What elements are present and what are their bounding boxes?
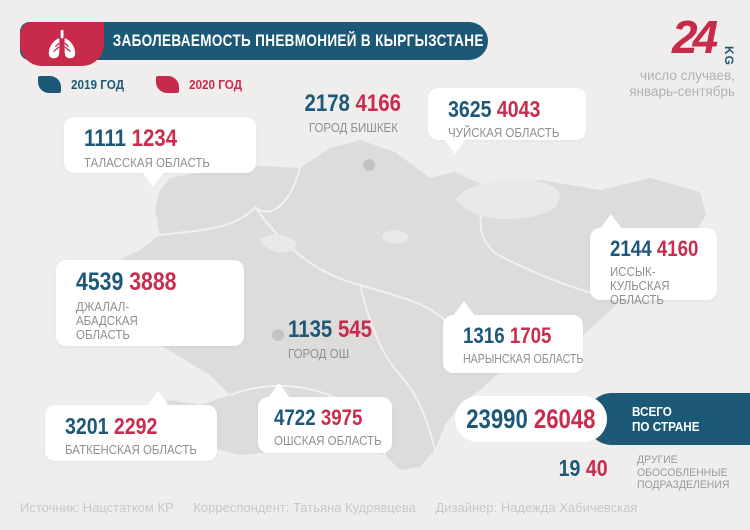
value-2019: 3201 bbox=[65, 413, 109, 439]
other-value-2020: 40 bbox=[586, 455, 608, 481]
total-value-2020: 26048 bbox=[534, 403, 596, 434]
bishkek-city-dot bbox=[363, 159, 375, 171]
value-2020: 4166 bbox=[355, 90, 402, 117]
pointer bbox=[600, 214, 622, 229]
region-name: ТАЛАССКАЯ ОБЛАСТЬ bbox=[84, 156, 210, 170]
region-name: ДЖАЛАЛ-АБАДСКАЯ ОБЛАСТЬ bbox=[76, 300, 138, 342]
total-label-line1: ВСЕГО bbox=[632, 404, 672, 419]
value-2020: 4043 bbox=[496, 96, 541, 122]
value-2020: 1234 bbox=[131, 125, 178, 152]
pointer bbox=[444, 139, 466, 154]
value-2019: 4539 bbox=[76, 268, 124, 296]
page-title: ЗАБОЛЕВАЕМОСТЬ ПНЕВМОНИЕЙ В КЫРГЫЗСТАНЕ bbox=[112, 31, 484, 50]
issyk-kul-lake bbox=[456, 179, 560, 220]
value-2020: 2292 bbox=[113, 413, 158, 439]
value-2019: 2144 bbox=[610, 236, 652, 261]
other-values: 19 40 bbox=[520, 457, 608, 480]
lakes bbox=[260, 179, 560, 253]
lungs-icon bbox=[48, 29, 76, 59]
legend-swatch-2020 bbox=[155, 76, 179, 93]
subtitle-line1: число случаев, bbox=[640, 68, 735, 83]
toktogul-lake bbox=[260, 234, 297, 253]
region-group-bishkek: 2178 4166 ГОРОД БИШКЕК bbox=[280, 92, 426, 137]
region-card-chui: 3625 4043 ЧУЙСКАЯ ОБЛАСТЬ bbox=[428, 88, 586, 154]
legend-swatch-2019 bbox=[38, 76, 61, 93]
region-name: ГОРОД БИШКЕК bbox=[308, 121, 398, 135]
other-label: ДРУГИЕ ОБОСОБЛЕННЫЕ ПОДРАЗДЕЛЕНИЯ bbox=[637, 454, 734, 492]
other-label-line3: ПОДРАЗДЕЛЕНИЯ bbox=[637, 479, 730, 491]
legend-label-2019: 2019 ГОД bbox=[71, 77, 125, 92]
pointer bbox=[268, 383, 290, 398]
value-2020: 545 bbox=[337, 316, 372, 343]
value-2020: 4160 bbox=[656, 236, 699, 261]
value-2019: 2178 bbox=[304, 90, 351, 117]
region-card-talas: 1111 1234 ТАЛАССКАЯ ОБЛАСТЬ bbox=[64, 117, 256, 187]
region-card-jalal-abad: 4539 3888 ДЖАЛАЛ-АБАДСКАЯ ОБЛАСТЬ bbox=[56, 260, 244, 346]
logo-24-text: 24 bbox=[672, 11, 718, 63]
region-name: НАРЫНСКАЯ ОБЛАСТЬ bbox=[463, 352, 584, 366]
country-silhouette bbox=[65, 140, 706, 470]
value-2019: 1111 bbox=[84, 125, 127, 152]
subtitle: число случаев, январь-сентябрь bbox=[629, 68, 735, 100]
value-2020: 3975 bbox=[320, 405, 363, 430]
value-2019: 1316 bbox=[463, 323, 505, 348]
subtitle-line2: январь-сентябрь bbox=[629, 84, 735, 99]
total-label-line2: ПО СТРАНЕ bbox=[632, 419, 700, 434]
region-card-naryn: 1316 1705 НАРЫНСКАЯ ОБЛАСТЬ bbox=[443, 301, 584, 373]
other-label-line1: ДРУГИЕ bbox=[637, 454, 678, 466]
region-name: ОШСКАЯ ОБЛАСТЬ bbox=[274, 434, 382, 448]
total-label-block: ВСЕГО ПО СТРАНЕ bbox=[586, 393, 750, 445]
region-name: БАТКЕНСКАЯ ОБЛАСТЬ bbox=[65, 443, 197, 457]
region-name: ЧУЙСКАЯ ОБЛАСТЬ bbox=[448, 126, 560, 140]
pointer bbox=[142, 172, 164, 187]
total-values-pill: 23990 26048 bbox=[455, 396, 607, 442]
legend-item-2020: 2020 ГОД bbox=[155, 76, 248, 93]
total-value-2019: 23990 bbox=[466, 403, 528, 434]
region-card-osh-region: 4722 3975 ОШСКАЯ ОБЛАСТЬ bbox=[258, 383, 392, 453]
value-2019: 4722 bbox=[274, 405, 316, 430]
kyrgyzstan-map bbox=[65, 140, 706, 470]
pointer bbox=[147, 391, 169, 406]
credits: Источник: Нацстатком КР Корреспондент: Т… bbox=[20, 500, 653, 515]
region-card-issyk-kul: 2144 4160 ИССЫК-КУЛЬСКАЯ ОБЛАСТЬ bbox=[590, 214, 717, 307]
credit-designer: Дизайнер: Надежда Хабичевская bbox=[435, 500, 638, 515]
legend: 2019 ГОД 2020 ГОД bbox=[38, 76, 248, 93]
other-label-line2: ОБОСОБЛЕННЫЕ bbox=[637, 466, 728, 479]
value-2019: 3625 bbox=[448, 96, 492, 122]
value-2020: 3888 bbox=[129, 268, 177, 296]
region-group-osh-city: 1135 545 ГОРОД ОШ bbox=[288, 318, 387, 363]
credit-correspondent: Корреспондент: Татьяна Кудрявцева bbox=[193, 500, 416, 515]
region-name: ИССЫК-КУЛЬСКАЯ ОБЛАСТЬ bbox=[610, 265, 670, 307]
legend-label-2020: 2020 ГОД bbox=[188, 77, 242, 92]
song-kol-lake bbox=[382, 230, 408, 244]
region-card-batken: 3201 2292 БАТКЕНСКАЯ ОБЛАСТЬ bbox=[45, 391, 217, 461]
osh-city-dot bbox=[272, 329, 284, 341]
credit-source: Источник: Нацстатком КР bbox=[20, 500, 174, 515]
region-name: ГОРОД ОШ bbox=[288, 347, 350, 361]
pointer bbox=[453, 301, 475, 316]
legend-item-2019: 2019 ГОД bbox=[38, 76, 130, 93]
logo-kg-text: KG bbox=[722, 46, 736, 66]
lungs-badge bbox=[20, 22, 104, 66]
value-2020: 1705 bbox=[509, 323, 552, 348]
logo-24kg: 24 KG bbox=[672, 12, 738, 66]
other-value-2019: 19 bbox=[559, 455, 581, 481]
value-2019: 1135 bbox=[288, 316, 333, 343]
